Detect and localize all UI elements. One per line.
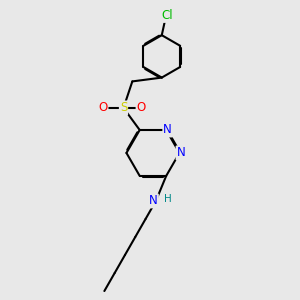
Text: Cl: Cl [161, 9, 172, 22]
Text: O: O [98, 101, 107, 114]
Text: O: O [136, 101, 146, 114]
Text: N: N [176, 146, 185, 159]
Text: N: N [149, 194, 158, 207]
Text: N: N [163, 124, 172, 136]
Text: S: S [120, 101, 127, 114]
Text: H: H [164, 194, 172, 204]
